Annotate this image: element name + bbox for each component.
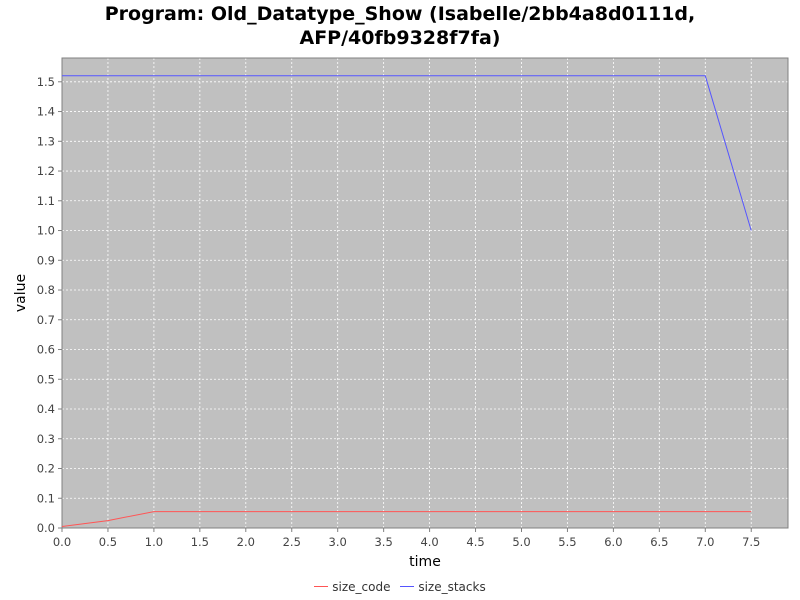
x-tick-label: 7.0 [696,535,714,549]
legend-swatch-size-stacks [400,586,415,587]
plot-area [62,58,788,528]
y-tick-label: 0.3 [37,432,55,446]
legend-swatch-size-code [314,586,329,587]
legend-item-size-code: size_code [314,579,391,595]
legend-label-size-code: size_code [332,580,391,594]
series-line-size-stacks [62,75,752,231]
grid [61,58,788,529]
x-tick-label: 2.5 [283,535,301,549]
y-tick-label: 0.5 [37,372,55,386]
legend: size_code size_stacks [0,579,800,595]
axes: 0.0 0.5 1.0 1.5 2.0 2.5 3.0 3.5 4.0 4.5 5.0 5.5 6.0 6… [37,57,789,549]
x-tick-label: 3.0 [329,535,347,549]
x-tick-label: 5.0 [512,535,530,549]
x-tick-label: 4.0 [420,535,438,549]
x-tick-label: 0.5 [99,535,117,549]
y-tick-label: 0.0 [37,521,55,535]
x-tick-label: 1.5 [191,535,209,549]
series-line-size-code [61,511,752,527]
y-tick-label: 1.0 [37,224,55,238]
y-tick-label: 0.2 [37,462,55,476]
x-axis-label: time [409,554,441,570]
x-tick-label: 1.0 [145,535,163,549]
y-tick-label: 1.5 [37,75,55,89]
x-tick-label: 5.5 [558,535,576,549]
chart-title-line-2: AFP/40fb9328f7fa) [299,27,501,49]
chart-title-line-1: Program: Old_Datatype_Show (Isabelle/2bb… [104,3,696,25]
legend-label-size-stacks: size_stacks [418,580,486,594]
chart-title: Program: Old_Datatype_Show (Isabelle/2bb… [0,2,800,50]
y-tick-label: 1.2 [37,164,55,178]
x-tick-label: 3.5 [374,535,392,549]
y-tick-label: 0.9 [37,253,55,267]
y-tick-label: 0.4 [37,402,55,416]
x-tick-label: 2.0 [237,535,255,549]
y-tick-label: 1.1 [37,194,55,208]
plot-border [61,57,789,529]
x-tick-label: 6.0 [604,535,622,549]
x-tick-label: 4.5 [466,535,484,549]
y-tick-label: 0.1 [37,491,55,505]
y-tick-label: 1.3 [37,134,55,148]
x-tick-label: 7.5 [742,535,760,549]
y-tick-label: 0.8 [37,283,55,297]
legend-item-size-stacks: size_stacks [400,579,486,595]
y-axis-label: value [13,274,29,312]
x-tick-label: 6.5 [650,535,668,549]
x-tick-label: 0.0 [53,535,71,549]
y-tick-label: 1.4 [37,105,55,119]
series-layer [61,75,752,527]
y-tick-label: 0.6 [37,343,55,357]
y-tick-label: 0.7 [37,313,55,327]
